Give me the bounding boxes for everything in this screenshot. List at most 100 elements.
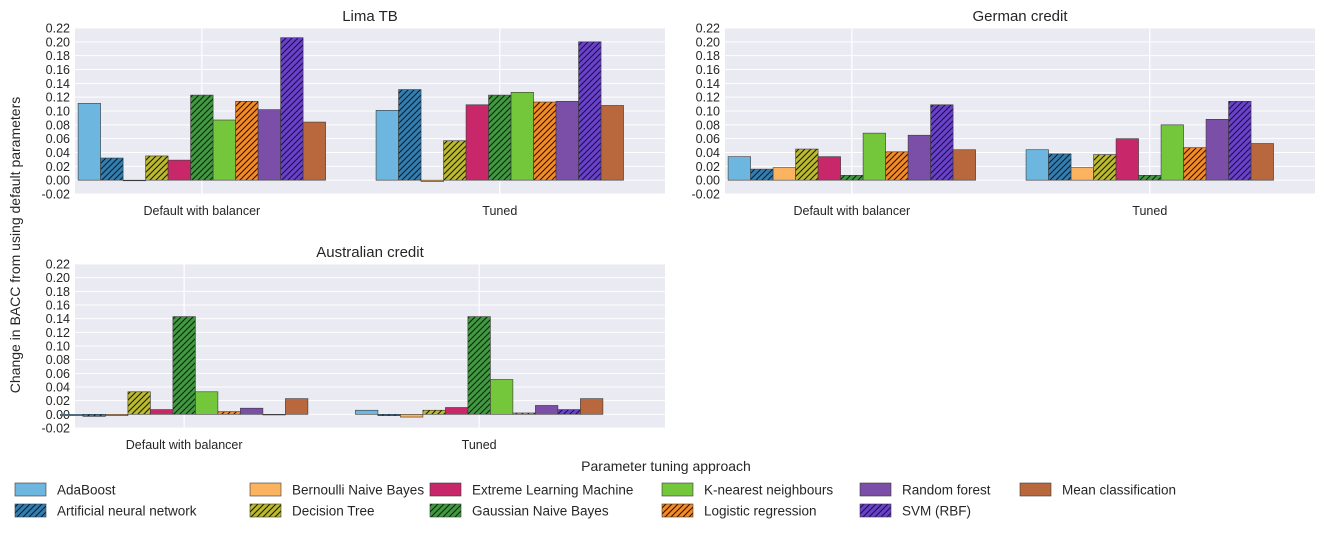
legend: AdaBoost Artificial neural network Bernoul… bbox=[14, 482, 1176, 519]
bar-svm-rbf-tuned bbox=[578, 41, 602, 181]
y-tick-label: 0.20 bbox=[696, 35, 720, 49]
bar-logistic-regression-default-with-balancer bbox=[885, 151, 909, 181]
bar-gaussian-naive-bayes-default-with-balancer bbox=[840, 175, 864, 181]
legend-item-bernoulli-naive-bayes: Bernoulli Naive Bayes bbox=[249, 482, 424, 498]
bar-mean-classification-default-with-balancer bbox=[952, 149, 976, 181]
bar-random-forest-default-with-balancer bbox=[240, 407, 264, 415]
bar-adaboost-tuned bbox=[355, 409, 379, 415]
bar-k-nearest-neighbours-default-with-balancer bbox=[212, 119, 236, 181]
legend-item-logistic-regression: Logistic regression bbox=[661, 503, 817, 519]
bar-k-nearest-neighbours-tuned bbox=[490, 379, 514, 415]
legend-item-adaboost: AdaBoost bbox=[14, 483, 116, 498]
legend-swatch bbox=[859, 503, 892, 518]
bar-adaboost-tuned bbox=[1025, 149, 1049, 181]
y-tick-label: 0.10 bbox=[46, 340, 70, 354]
y-tick-label: 0.22 bbox=[46, 22, 70, 36]
bar-decision-tree-default-with-balancer bbox=[127, 391, 151, 415]
y-tick-label: 0.12 bbox=[696, 91, 720, 105]
y-tick-label: 0.20 bbox=[46, 271, 70, 285]
y-tick-label: 0.18 bbox=[46, 285, 70, 299]
y-tick-label: 0.08 bbox=[46, 118, 70, 132]
bar-gaussian-naive-bayes-tuned bbox=[1138, 175, 1162, 181]
bar-decision-tree-default-with-balancer bbox=[145, 155, 169, 181]
y-tick-label: 0.14 bbox=[696, 77, 720, 91]
bar-gaussian-naive-bayes-tuned bbox=[488, 94, 512, 181]
bar-artificial-neural-network-default-with-balancer bbox=[82, 414, 106, 417]
legend-swatch bbox=[249, 482, 282, 497]
bar-bernoulli-naive-bayes-tuned bbox=[400, 414, 424, 418]
legend-label: Artificial neural network bbox=[57, 504, 197, 519]
bar-logistic-regression-tuned bbox=[1183, 147, 1207, 181]
legend-label: Decision Tree bbox=[292, 504, 375, 519]
y-tick-label: 0.12 bbox=[46, 91, 70, 105]
x-tick-label: Default with balancer bbox=[143, 204, 260, 218]
bar-random-forest-default-with-balancer bbox=[907, 134, 931, 181]
y-tick-label: 0.00 bbox=[46, 408, 70, 422]
y-axis-label: Change in BACC from using default parame… bbox=[7, 97, 23, 393]
legend-label: Mean classification bbox=[1062, 483, 1176, 498]
bar-extreme-learning-machine-default-with-balancer bbox=[167, 159, 191, 181]
bar-artificial-neural-network-tuned bbox=[1048, 153, 1072, 181]
legend-swatch bbox=[661, 503, 694, 518]
y-tick-label: -0.02 bbox=[42, 188, 71, 202]
legend-swatch bbox=[249, 503, 282, 518]
bar-adaboost-default-with-balancer bbox=[60, 414, 84, 417]
bar-adaboost-default-with-balancer bbox=[77, 103, 101, 181]
bar-mean-classification-tuned bbox=[600, 105, 624, 181]
x-tick-label: Default with balancer bbox=[126, 438, 243, 452]
legend-swatch bbox=[429, 503, 462, 518]
bar-svm-rbf-default-with-balancer bbox=[930, 104, 954, 181]
legend-item-extreme-learning-machine: Extreme Learning Machine bbox=[429, 483, 633, 498]
legend-label: Extreme Learning Machine bbox=[472, 483, 633, 498]
y-tick-label: 0.20 bbox=[46, 35, 70, 49]
bar-gaussian-naive-bayes-default-with-balancer bbox=[172, 316, 196, 415]
x-axis-label: Parameter tuning approach bbox=[581, 458, 751, 474]
bar-random-forest-tuned bbox=[1205, 119, 1229, 181]
y-tick-label: 0.12 bbox=[46, 326, 70, 340]
bar-decision-tree-tuned bbox=[422, 409, 446, 415]
bar-extreme-learning-machine-default-with-balancer bbox=[150, 409, 174, 415]
y-tick-label: -0.02 bbox=[692, 188, 721, 202]
subplot-german-credit: -0.020.000.020.040.060.080.100.120.140.1… bbox=[692, 8, 1315, 218]
legend-item-random-forest: Random forest bbox=[859, 482, 991, 498]
subplot-title: German credit bbox=[972, 8, 1068, 25]
bar-extreme-learning-machine-tuned bbox=[465, 104, 489, 181]
y-tick-label: 0.04 bbox=[696, 146, 720, 160]
legend-swatch bbox=[14, 503, 47, 518]
bar-logistic-regression-default-with-balancer bbox=[235, 101, 259, 181]
legend-item-mean-classification: Mean classification bbox=[1019, 483, 1176, 498]
y-tick-label: 0.16 bbox=[696, 63, 720, 77]
legend-swatch bbox=[859, 482, 892, 497]
y-tick-label: 0.18 bbox=[696, 49, 720, 63]
y-tick-label: 0.06 bbox=[46, 132, 70, 146]
y-tick-label: 0.10 bbox=[696, 105, 720, 119]
legend-item-svm-rbf: SVM (RBF) bbox=[859, 503, 971, 519]
bar-mean-classification-default-with-balancer bbox=[302, 121, 326, 181]
y-tick-label: 0.22 bbox=[46, 258, 70, 272]
bar-bernoulli-naive-bayes-tuned bbox=[420, 179, 444, 182]
bar-random-forest-default-with-balancer bbox=[257, 109, 281, 181]
bar-gaussian-naive-bayes-default-with-balancer bbox=[190, 94, 214, 181]
bar-gaussian-naive-bayes-tuned bbox=[467, 316, 491, 415]
bar-random-forest-tuned bbox=[555, 101, 579, 181]
bar-extreme-learning-machine-tuned bbox=[445, 407, 469, 415]
legend-item-k-nearest-neighbours: K-nearest neighbours bbox=[661, 482, 833, 498]
y-tick-label: 0.04 bbox=[46, 381, 70, 395]
legend-swatch bbox=[661, 482, 694, 497]
bar-extreme-learning-machine-default-with-balancer bbox=[817, 156, 841, 181]
y-tick-label: -0.02 bbox=[42, 422, 71, 436]
x-tick-label: Tuned bbox=[1132, 204, 1167, 218]
bar-logistic-regression-tuned bbox=[533, 101, 557, 181]
y-tick-label: 0.02 bbox=[46, 394, 70, 408]
legend-item-gaussian-naive-bayes: Gaussian Naive Bayes bbox=[429, 503, 609, 519]
legend-label: Random forest bbox=[902, 483, 991, 498]
y-tick-label: 0.16 bbox=[46, 63, 70, 77]
bar-svm-rbf-default-with-balancer bbox=[280, 37, 304, 181]
y-tick-label: 0.08 bbox=[46, 353, 70, 367]
bar-bernoulli-naive-bayes-default-with-balancer bbox=[122, 179, 146, 182]
bar-bernoulli-naive-bayes-default-with-balancer bbox=[105, 414, 129, 417]
y-tick-label: 0.14 bbox=[46, 77, 70, 91]
bar-k-nearest-neighbours-default-with-balancer bbox=[862, 132, 886, 181]
subplot-title: Australian credit bbox=[316, 244, 424, 261]
